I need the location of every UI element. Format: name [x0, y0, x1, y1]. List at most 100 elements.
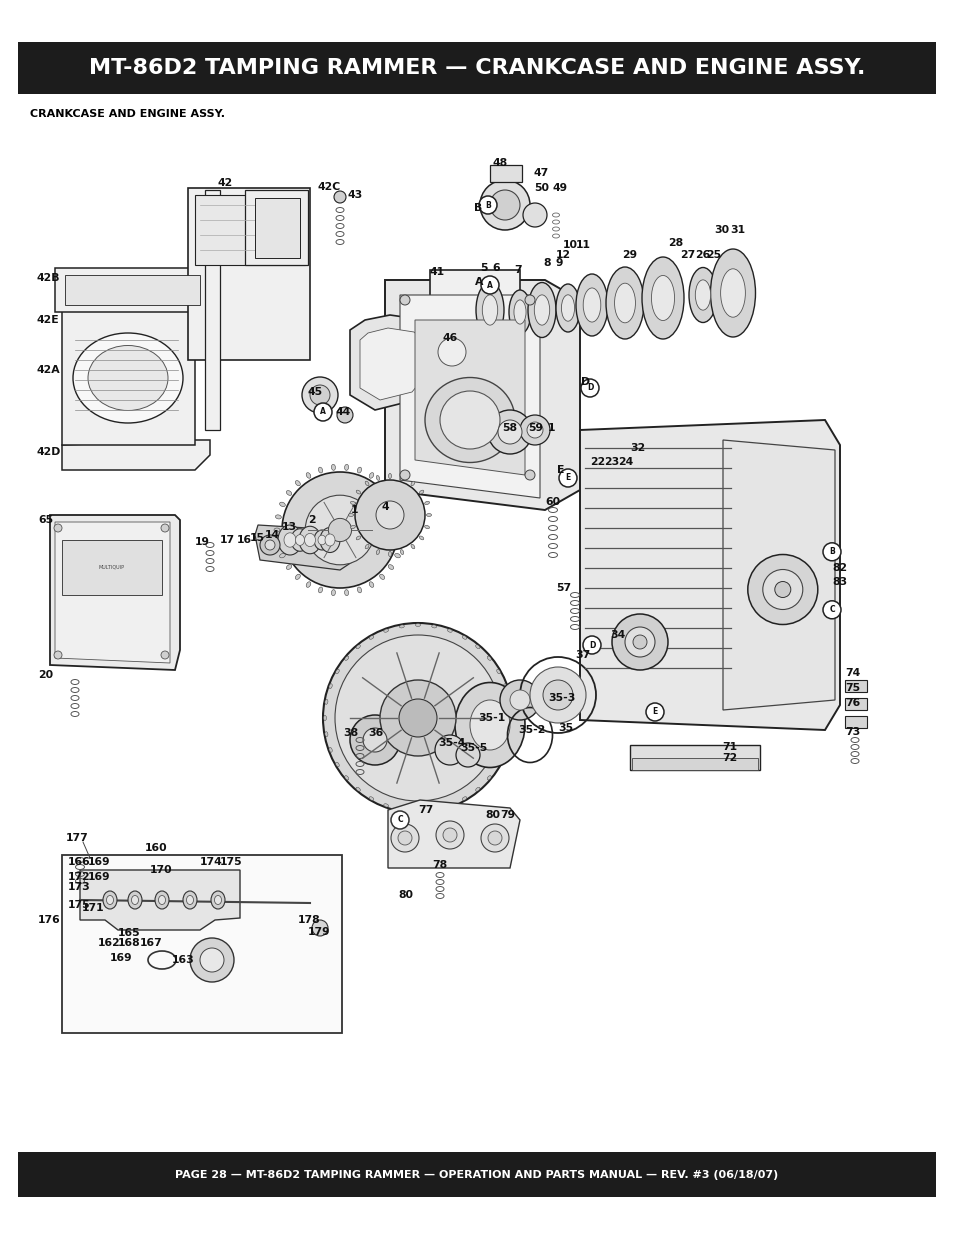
Text: 175: 175 — [68, 900, 91, 910]
Circle shape — [526, 422, 542, 438]
Ellipse shape — [388, 473, 391, 478]
Circle shape — [54, 651, 62, 659]
Circle shape — [479, 180, 530, 230]
Text: 174: 174 — [200, 857, 222, 867]
Ellipse shape — [73, 333, 183, 424]
Polygon shape — [50, 515, 180, 671]
Ellipse shape — [388, 564, 394, 569]
Ellipse shape — [365, 545, 369, 548]
Ellipse shape — [424, 501, 429, 505]
Circle shape — [480, 824, 509, 852]
Circle shape — [397, 831, 412, 845]
Text: CRANKCASE AND ENGINE ASSY.: CRANKCASE AND ENGINE ASSY. — [30, 109, 225, 119]
Text: 24: 24 — [618, 457, 633, 467]
Ellipse shape — [426, 514, 431, 516]
Circle shape — [612, 614, 667, 671]
Ellipse shape — [710, 249, 755, 337]
Text: 42D: 42D — [37, 447, 61, 457]
Text: 160: 160 — [145, 844, 168, 853]
Ellipse shape — [424, 378, 515, 462]
Text: 50: 50 — [534, 183, 548, 193]
Circle shape — [391, 824, 418, 852]
Ellipse shape — [447, 804, 452, 806]
Text: 176: 176 — [38, 915, 61, 925]
Text: D: D — [586, 384, 593, 393]
Ellipse shape — [355, 490, 360, 494]
Text: 179: 179 — [308, 927, 331, 937]
Polygon shape — [388, 800, 519, 868]
Ellipse shape — [576, 274, 607, 336]
Circle shape — [310, 385, 330, 405]
Ellipse shape — [497, 669, 499, 674]
Text: 45: 45 — [308, 387, 323, 396]
Ellipse shape — [556, 284, 579, 332]
Ellipse shape — [154, 890, 169, 909]
Polygon shape — [55, 522, 170, 663]
Circle shape — [633, 635, 646, 650]
Ellipse shape — [350, 525, 355, 529]
Text: 168: 168 — [118, 939, 140, 948]
Ellipse shape — [399, 808, 404, 811]
Polygon shape — [359, 329, 432, 400]
Ellipse shape — [431, 625, 436, 627]
Circle shape — [774, 582, 790, 598]
Circle shape — [399, 471, 410, 480]
Text: 163: 163 — [172, 955, 194, 965]
Text: 32: 32 — [629, 443, 644, 453]
Ellipse shape — [369, 636, 374, 640]
Text: 26: 26 — [695, 249, 709, 261]
Ellipse shape — [325, 534, 335, 546]
Ellipse shape — [314, 530, 330, 550]
Ellipse shape — [424, 525, 429, 529]
Text: 46: 46 — [442, 333, 457, 343]
Ellipse shape — [509, 715, 512, 720]
Text: 71: 71 — [721, 742, 737, 752]
Text: C: C — [828, 605, 834, 614]
Circle shape — [510, 690, 530, 710]
Ellipse shape — [503, 747, 506, 752]
Bar — [18, 1152, 935, 1197]
Text: E: E — [565, 473, 570, 483]
Ellipse shape — [355, 645, 360, 648]
Text: 79: 79 — [499, 810, 515, 820]
Ellipse shape — [319, 527, 339, 552]
Ellipse shape — [534, 295, 549, 325]
Text: 6: 6 — [492, 263, 499, 273]
Ellipse shape — [318, 587, 322, 593]
Polygon shape — [254, 525, 355, 571]
Ellipse shape — [369, 473, 374, 478]
Polygon shape — [629, 745, 760, 769]
Ellipse shape — [186, 895, 193, 904]
Text: 37: 37 — [575, 650, 590, 659]
Text: 36: 36 — [368, 727, 383, 739]
Circle shape — [363, 727, 387, 752]
Ellipse shape — [128, 890, 142, 909]
Ellipse shape — [447, 629, 452, 632]
Ellipse shape — [211, 890, 225, 909]
Text: 35-2: 35-2 — [517, 725, 545, 735]
Ellipse shape — [476, 787, 479, 792]
Polygon shape — [80, 869, 240, 930]
Ellipse shape — [400, 550, 403, 555]
Text: 80: 80 — [484, 810, 499, 820]
Ellipse shape — [183, 890, 196, 909]
Circle shape — [161, 524, 169, 532]
Ellipse shape — [369, 582, 374, 588]
Circle shape — [260, 535, 280, 555]
Circle shape — [435, 735, 464, 764]
Text: 10: 10 — [562, 240, 578, 249]
Polygon shape — [490, 165, 521, 182]
Ellipse shape — [350, 501, 355, 505]
Ellipse shape — [331, 589, 335, 595]
Ellipse shape — [275, 515, 281, 519]
Text: 14: 14 — [265, 530, 280, 540]
Ellipse shape — [688, 268, 717, 322]
Text: 13: 13 — [282, 522, 296, 532]
Text: 43: 43 — [348, 190, 363, 200]
Circle shape — [305, 495, 375, 564]
Text: 5: 5 — [479, 263, 487, 273]
Text: 41: 41 — [430, 267, 445, 277]
Text: 42E: 42E — [37, 315, 59, 325]
Ellipse shape — [431, 808, 436, 811]
Text: 42: 42 — [218, 178, 233, 188]
